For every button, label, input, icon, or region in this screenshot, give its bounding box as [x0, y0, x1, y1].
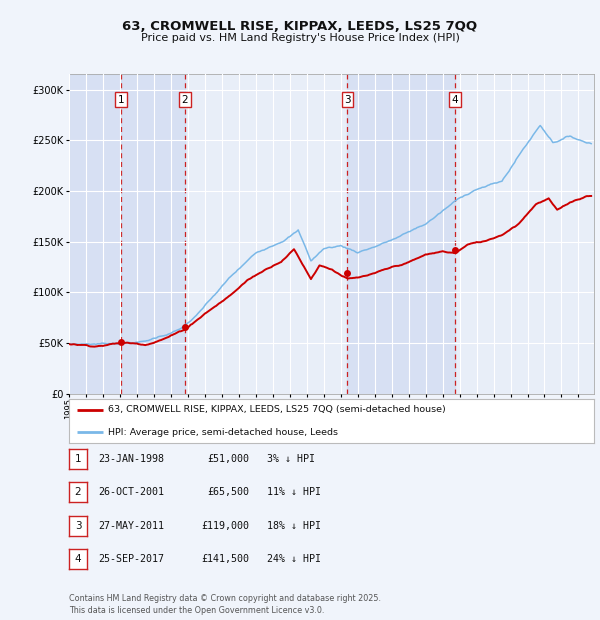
Text: 63, CROMWELL RISE, KIPPAX, LEEDS, LS25 7QQ (semi-detached house): 63, CROMWELL RISE, KIPPAX, LEEDS, LS25 7… [109, 405, 446, 414]
Text: 27-MAY-2011: 27-MAY-2011 [98, 521, 164, 531]
Text: 1: 1 [74, 454, 82, 464]
Text: 23-JAN-1998: 23-JAN-1998 [98, 454, 164, 464]
Text: 26-OCT-2001: 26-OCT-2001 [98, 487, 164, 497]
Text: 1: 1 [118, 95, 124, 105]
Text: £141,500: £141,500 [201, 554, 249, 564]
Text: 2: 2 [181, 95, 188, 105]
Text: 24% ↓ HPI: 24% ↓ HPI [267, 554, 321, 564]
Text: HPI: Average price, semi-detached house, Leeds: HPI: Average price, semi-detached house,… [109, 428, 338, 436]
Text: £51,000: £51,000 [207, 454, 249, 464]
Text: Price paid vs. HM Land Registry's House Price Index (HPI): Price paid vs. HM Land Registry's House … [140, 33, 460, 43]
Text: £65,500: £65,500 [207, 487, 249, 497]
Text: 3: 3 [344, 95, 351, 105]
Text: 4: 4 [452, 95, 458, 105]
Text: £119,000: £119,000 [201, 521, 249, 531]
Text: 2: 2 [74, 487, 82, 497]
Text: 3% ↓ HPI: 3% ↓ HPI [267, 454, 315, 464]
Bar [69, 74, 121, 394]
Text: 18% ↓ HPI: 18% ↓ HPI [267, 521, 321, 531]
Bar [121, 74, 185, 394]
Text: 3: 3 [74, 521, 82, 531]
Text: Contains HM Land Registry data © Crown copyright and database right 2025.
This d: Contains HM Land Registry data © Crown c… [69, 593, 381, 615]
Bar [347, 74, 455, 394]
Text: 4: 4 [74, 554, 82, 564]
Text: 63, CROMWELL RISE, KIPPAX, LEEDS, LS25 7QQ: 63, CROMWELL RISE, KIPPAX, LEEDS, LS25 7… [122, 20, 478, 32]
Text: 11% ↓ HPI: 11% ↓ HPI [267, 487, 321, 497]
Text: 25-SEP-2017: 25-SEP-2017 [98, 554, 164, 564]
